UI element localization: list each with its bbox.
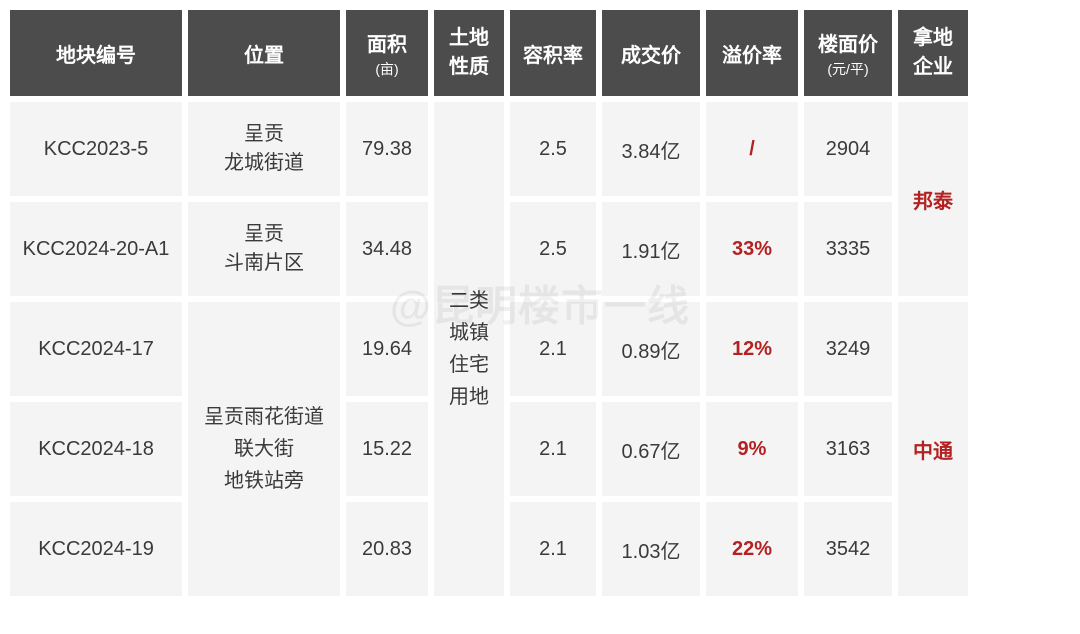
cell-area: 79.38: [346, 102, 428, 196]
col-header-company: 拿地 企业: [898, 10, 968, 96]
value: 3335: [826, 238, 871, 261]
cell-area: 34.48: [346, 202, 428, 296]
cell-premium: 33%: [706, 202, 798, 296]
value: KCC2024-18: [38, 438, 154, 461]
col-header-land-type: 土地 性质: [434, 10, 504, 96]
col-header-label: 地块编号: [56, 39, 136, 68]
value: KCC2024-17: [38, 338, 154, 361]
col-header-label: 土地 性质: [449, 24, 489, 82]
cell-lot-id: KCC2024-19: [10, 502, 182, 596]
land-table: 地块编号 位置 面积 (亩) 土地 性质 容积率 成交价 溢价率 楼面价 (元/…: [10, 10, 1070, 596]
cell-land-type: 二类 城镇 住宅 用地: [434, 102, 504, 596]
value: KCC2024-19: [38, 538, 154, 561]
cell-premium: /: [706, 102, 798, 196]
cell-location-merged: 呈贡雨花街道 联大街 地铁站旁: [188, 302, 340, 596]
col-header-location: 位置: [188, 10, 340, 96]
cell-company: 邦泰: [898, 102, 968, 296]
cell-far: 2.5: [510, 102, 596, 196]
col-header-floor-price: 楼面价 (元/平): [804, 10, 892, 96]
value: 33%: [732, 238, 772, 261]
value: 呈贡 斗南片区: [224, 220, 304, 278]
cell-premium: 22%: [706, 502, 798, 596]
value: 34.48: [362, 238, 412, 261]
cell-far: 2.5: [510, 202, 596, 296]
col-header-label: 成交价: [621, 39, 681, 68]
value: 9%: [738, 438, 767, 461]
cell-far: 2.1: [510, 502, 596, 596]
col-header-far: 容积率: [510, 10, 596, 96]
cell-floor-price: 2904: [804, 102, 892, 196]
cell-lot-id: KCC2024-17: [10, 302, 182, 396]
cell-far: 2.1: [510, 302, 596, 396]
value: /: [749, 138, 755, 161]
value: 1.03亿: [622, 535, 681, 564]
cell-premium: 9%: [706, 402, 798, 496]
value: 3542: [826, 538, 871, 561]
value: 3.84亿: [622, 135, 681, 164]
cell-price: 1.03亿: [602, 502, 700, 596]
value: 12%: [732, 338, 772, 361]
cell-floor-price: 3163: [804, 402, 892, 496]
cell-price: 0.67亿: [602, 402, 700, 496]
value: 中通: [913, 435, 953, 464]
cell-floor-price: 3249: [804, 302, 892, 396]
value: 2.5: [539, 238, 567, 261]
col-header-label: 位置: [244, 39, 284, 68]
value: 3249: [826, 338, 871, 361]
value: 19.64: [362, 338, 412, 361]
col-header-label: 溢价率: [722, 39, 782, 68]
value: 呈贡雨花街道 联大街 地铁站旁: [204, 401, 324, 497]
value: 79.38: [362, 138, 412, 161]
value: 二类 城镇 住宅 用地: [449, 285, 489, 413]
cell-area: 20.83: [346, 502, 428, 596]
value: 20.83: [362, 538, 412, 561]
value: 1.91亿: [622, 235, 681, 264]
cell-lot-id: KCC2023-5: [10, 102, 182, 196]
cell-far: 2.1: [510, 402, 596, 496]
cell-floor-price: 3542: [804, 502, 892, 596]
value: 22%: [732, 538, 772, 561]
value: 2904: [826, 138, 871, 161]
value: KCC2023-5: [44, 138, 149, 161]
cell-area: 19.64: [346, 302, 428, 396]
col-header-label: 拿地 企业: [913, 24, 953, 82]
cell-company: 中通: [898, 302, 968, 596]
value: 邦泰: [913, 185, 953, 214]
cell-price: 0.89亿: [602, 302, 700, 396]
col-header-premium: 溢价率: [706, 10, 798, 96]
cell-floor-price: 3335: [804, 202, 892, 296]
cell-price: 1.91亿: [602, 202, 700, 296]
cell-area: 15.22: [346, 402, 428, 496]
col-header-label: 容积率: [523, 39, 583, 68]
value: 2.1: [539, 338, 567, 361]
cell-location: 呈贡 龙城街道: [188, 102, 340, 196]
col-header-sub: (元/平): [827, 59, 868, 79]
value: 2.1: [539, 538, 567, 561]
cell-lot-id: KCC2024-18: [10, 402, 182, 496]
value: 3163: [826, 438, 871, 461]
col-header-lot-id: 地块编号: [10, 10, 182, 96]
value: 0.67亿: [622, 435, 681, 464]
value: 0.89亿: [622, 335, 681, 364]
col-header-label: 面积: [367, 28, 407, 57]
cell-lot-id: KCC2024-20-A1: [10, 202, 182, 296]
col-header-label: 楼面价: [818, 28, 878, 57]
col-header-price: 成交价: [602, 10, 700, 96]
value: 15.22: [362, 438, 412, 461]
value: KCC2024-20-A1: [23, 238, 170, 261]
cell-price: 3.84亿: [602, 102, 700, 196]
value: 2.5: [539, 138, 567, 161]
cell-location: 呈贡 斗南片区: [188, 202, 340, 296]
value: 2.1: [539, 438, 567, 461]
col-header-sub: (亩): [375, 59, 398, 79]
col-header-area: 面积 (亩): [346, 10, 428, 96]
cell-premium: 12%: [706, 302, 798, 396]
value: 呈贡 龙城街道: [224, 120, 304, 178]
